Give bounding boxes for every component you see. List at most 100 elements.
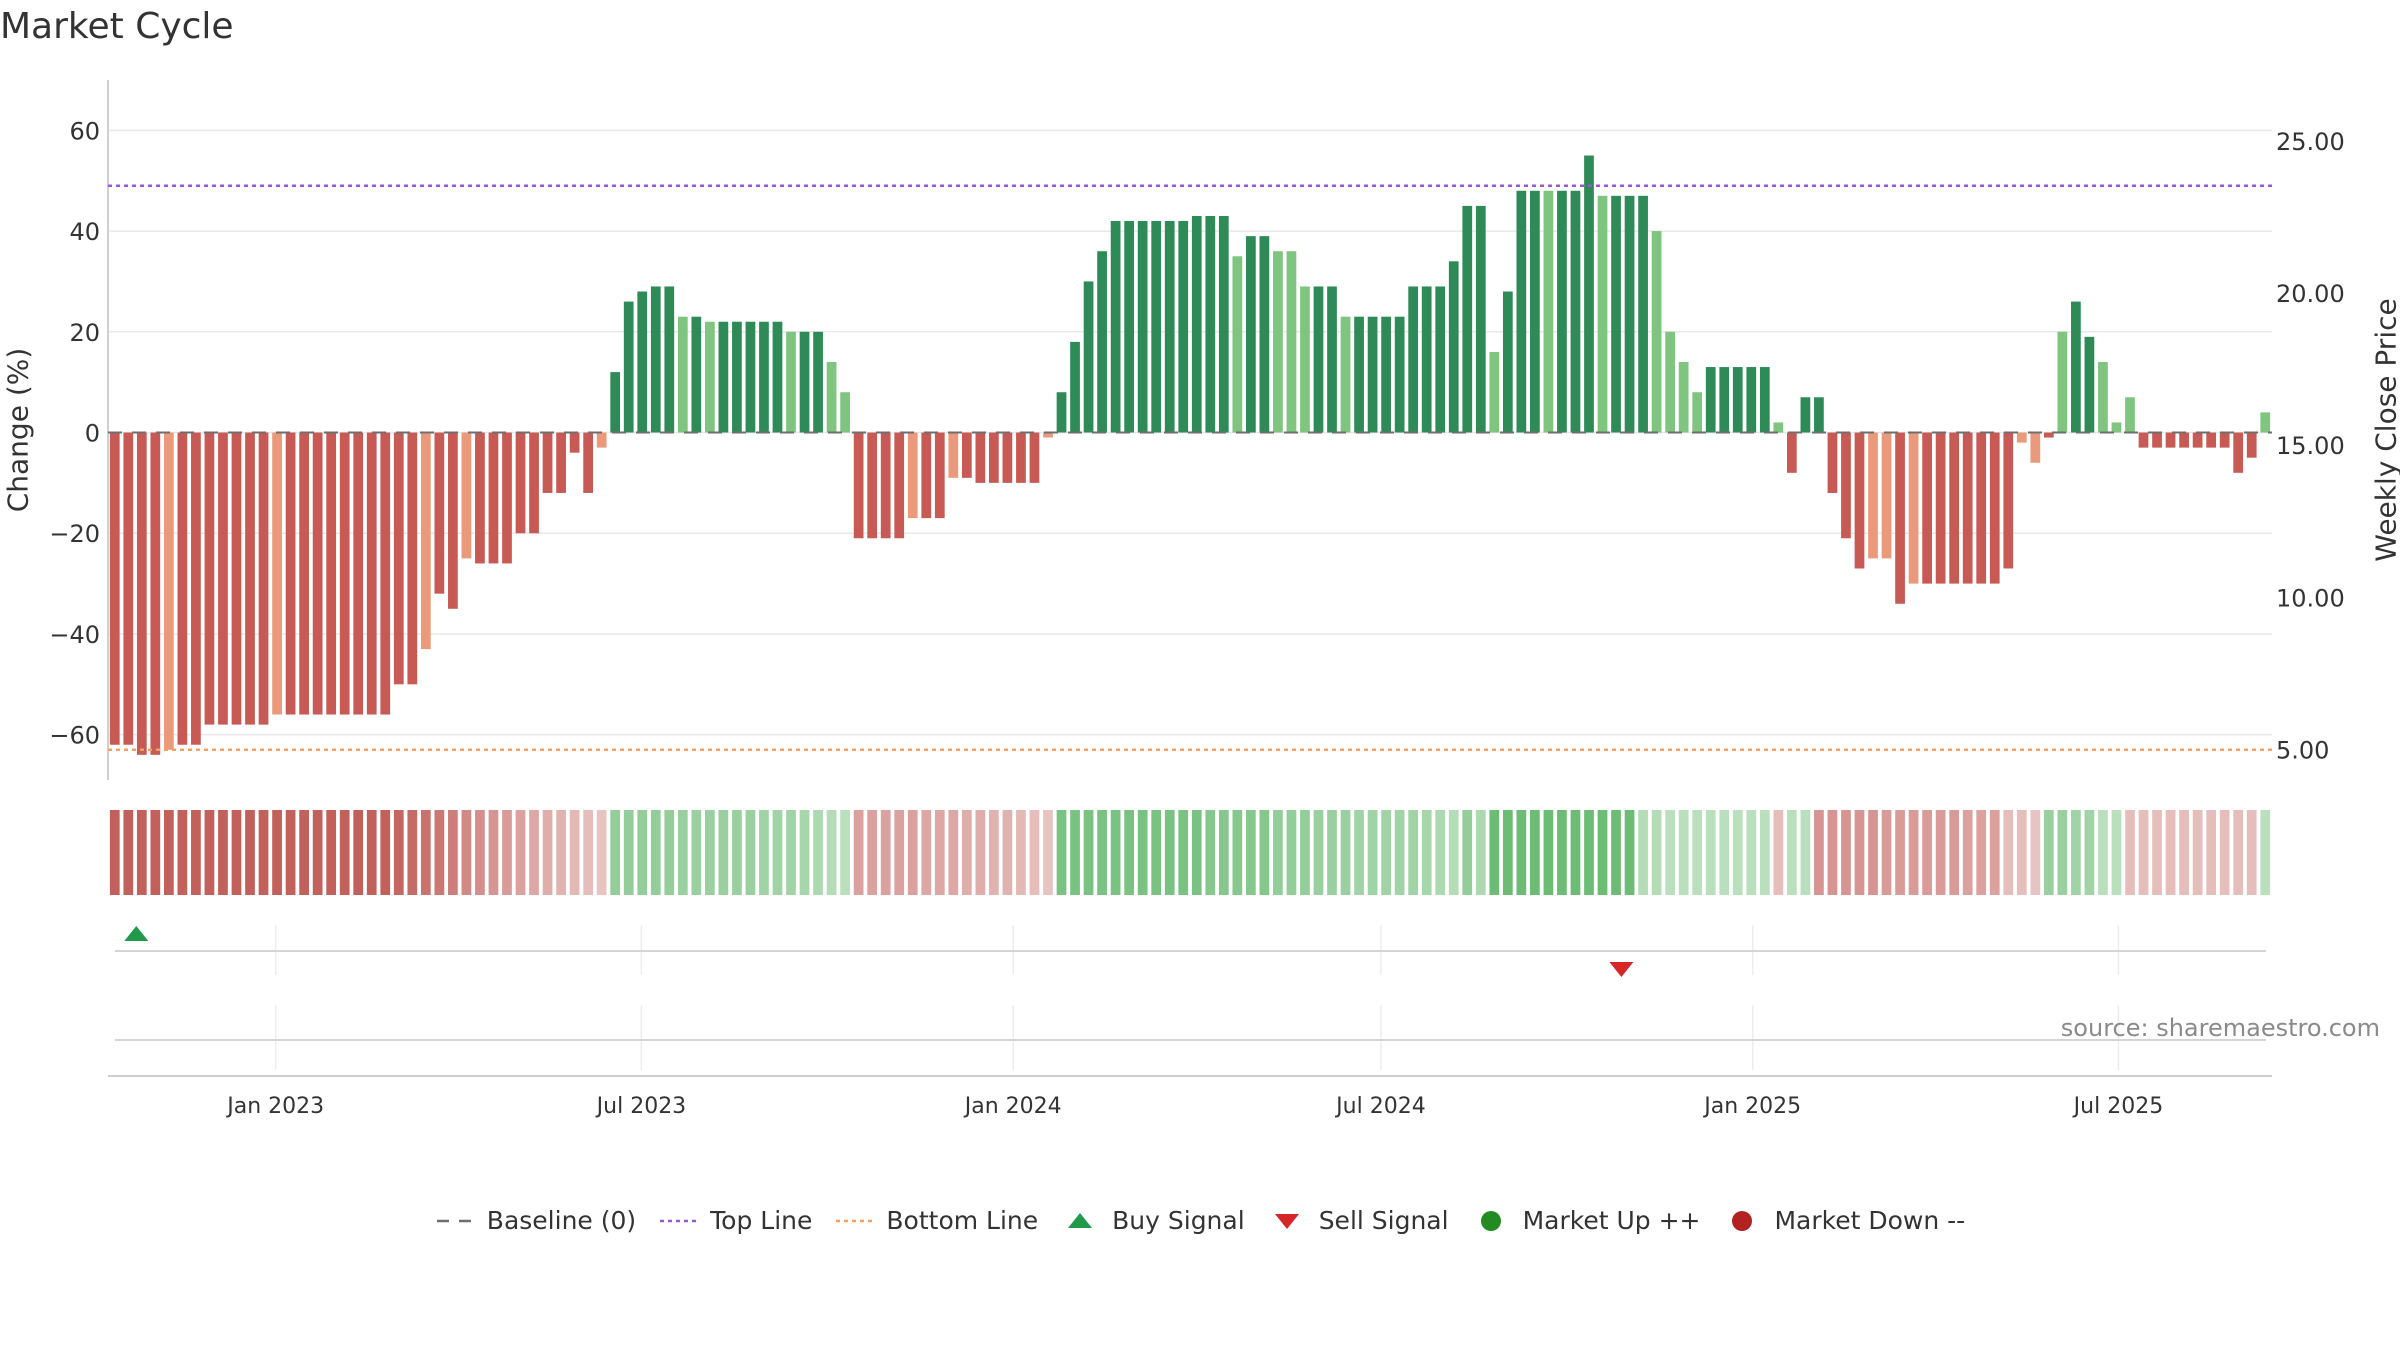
cycle-strip-cell: [380, 810, 391, 895]
cycle-strip-cell: [799, 810, 810, 895]
bar: [2260, 412, 2271, 433]
cycle-strip-cell: [285, 810, 296, 895]
legend-item: Sell Signal: [1267, 1206, 1449, 1235]
cycle-strip-cell: [718, 810, 729, 895]
cycle-strip-cell: [2016, 810, 2027, 895]
bar: [1408, 286, 1419, 433]
cycle-strip-cell: [1110, 810, 1121, 895]
bar: [1475, 205, 1486, 433]
cycle-strip-cell: [2192, 810, 2203, 895]
cycle-strip-cell: [312, 810, 323, 895]
bar: [759, 321, 769, 433]
cycle-strip-cell: [1313, 810, 1324, 895]
cycle-strip-cell: [1151, 810, 1162, 895]
y-tick-label: −40: [49, 621, 100, 649]
bar: [2071, 301, 2081, 433]
cycle-strip-cell: [204, 810, 215, 895]
bar: [2003, 432, 2014, 569]
buy-signal-marker: [124, 926, 149, 941]
bar: [1083, 281, 1094, 433]
cycle-strip-cell: [136, 810, 147, 895]
bar: [1002, 432, 1013, 483]
bar: [1381, 316, 1391, 433]
bar: [1922, 432, 1932, 584]
bar: [1624, 195, 1635, 433]
bar: [867, 432, 878, 539]
cycle-strip-cell: [1516, 810, 1527, 895]
cycle-strip-cell: [1868, 810, 1878, 895]
cycle-strip-cell: [1881, 810, 1892, 895]
cycle-strip-cell: [366, 810, 377, 895]
bar: [1367, 316, 1378, 433]
cycle-strip-cell: [2219, 810, 2230, 895]
cycle-strip-cell: [218, 810, 228, 895]
cycle-strip-cell: [1327, 810, 1337, 895]
cycle-strip-cell: [2111, 810, 2122, 895]
bar: [1191, 215, 1202, 433]
bar: [1313, 286, 1324, 433]
cycle-strip-cell: [1597, 810, 1608, 895]
bar: [1448, 261, 1459, 433]
cycle-strip-cell: [2165, 810, 2176, 895]
y-tick-label: 40: [69, 218, 100, 246]
bar: [204, 432, 215, 725]
cycle-strip-cell: [1218, 810, 1229, 895]
bar: [813, 331, 823, 433]
cycle-strip-cell: [163, 810, 174, 895]
cycle-strip-cell: [1543, 810, 1554, 895]
legend-label: Sell Signal: [1318, 1206, 1449, 1235]
bar: [380, 432, 391, 715]
cycle-strip-cell: [1408, 810, 1419, 895]
bar: [1016, 432, 1026, 483]
bar: [2246, 432, 2257, 458]
cycle-strip-cell: [975, 810, 986, 895]
cycle-strip-cell: [1989, 810, 2000, 895]
cycle-strip-cell: [2043, 810, 2054, 895]
bar: [1110, 221, 1121, 433]
legend-label: Top Line: [710, 1206, 813, 1235]
y2-tick-label: 20.00: [2276, 280, 2345, 308]
cycle-strip-cell: [1665, 810, 1676, 895]
cycle-strip-cell: [2233, 810, 2244, 895]
cycle-strip-cell: [326, 810, 337, 895]
bar: [1814, 397, 1824, 433]
bar: [1786, 432, 1797, 473]
cycle-strip-cell: [191, 810, 201, 895]
cycle-strip-cell: [461, 810, 472, 895]
bar: [2125, 397, 2135, 433]
bar: [448, 432, 458, 609]
bar: [1800, 397, 1811, 433]
bar: [934, 432, 945, 519]
legend-item: Top Line: [658, 1206, 812, 1235]
bar: [1530, 190, 1540, 433]
cycle-strip-cell: [353, 810, 364, 895]
cycle-strip-cell: [1814, 810, 1824, 895]
legend-label: Buy Signal: [1112, 1206, 1245, 1235]
cycle-strip-cell: [1137, 810, 1148, 895]
bar: [975, 432, 986, 483]
bar: [2111, 422, 2122, 433]
cycle-strip-cell: [245, 810, 255, 895]
y2-tick-label: 10.00: [2276, 584, 2345, 612]
legend-item: Buy Signal: [1060, 1206, 1245, 1235]
bar: [948, 432, 959, 478]
cycle-strip-cell: [1895, 810, 1905, 895]
bar: [583, 432, 594, 493]
cycle-strip-cell: [1002, 810, 1013, 895]
cycle-strip-cell: [2206, 810, 2217, 895]
cycle-strip-cell: [177, 810, 188, 895]
bar: [786, 331, 796, 433]
cycle-strip-cell: [2084, 810, 2095, 895]
source-credit: source: sharemaestro.com: [2060, 1014, 2380, 1042]
y-axis-title: Change (%): [1, 347, 35, 513]
y2-tick-label: 25.00: [2276, 128, 2345, 156]
bar: [664, 286, 675, 433]
bar: [1584, 155, 1594, 433]
cycle-strip-cell: [1624, 810, 1635, 895]
bar: [2057, 331, 2068, 433]
bar: [1300, 286, 1310, 433]
bar: [1043, 432, 1053, 438]
bar: [637, 291, 648, 433]
bar: [136, 432, 147, 755]
cycle-strip-cell: [677, 810, 688, 895]
